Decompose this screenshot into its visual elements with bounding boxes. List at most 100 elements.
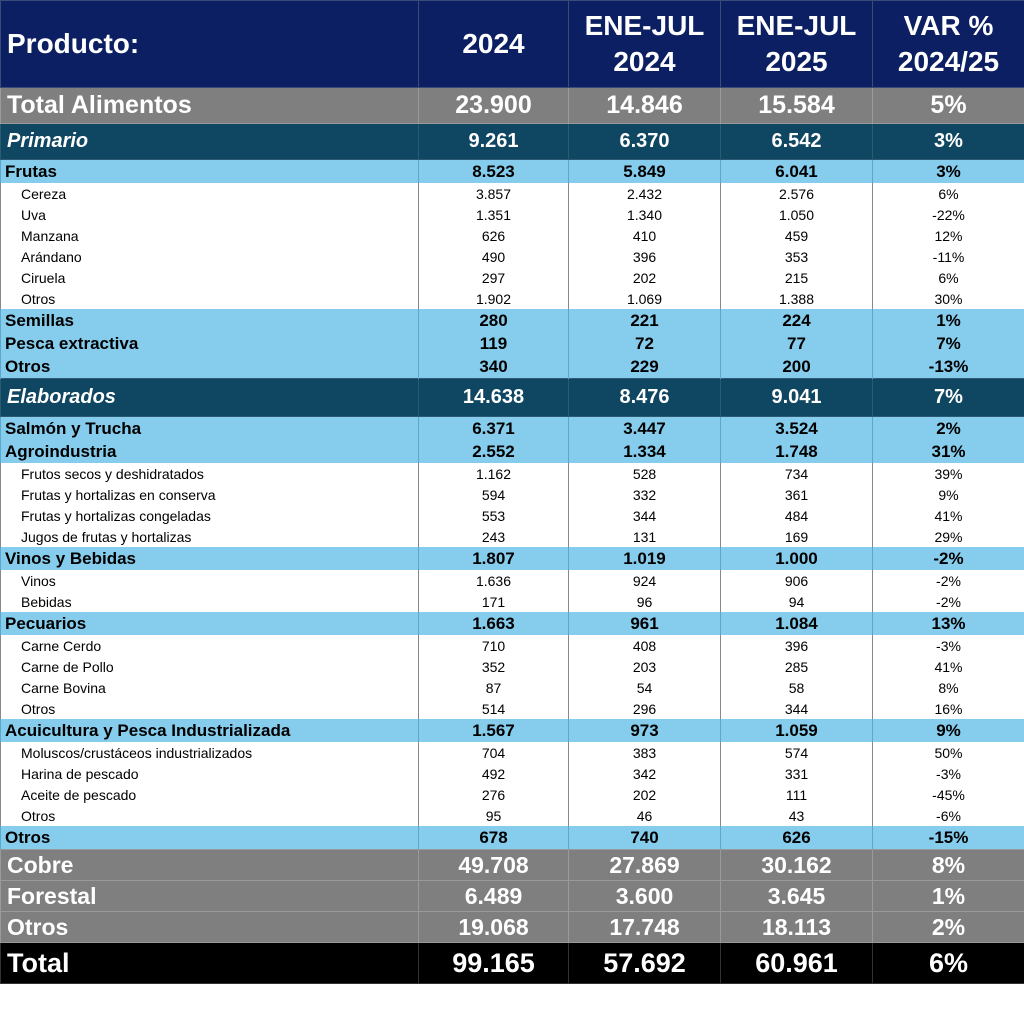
cell-2024: 119 bbox=[418, 332, 569, 355]
cell-var: 39% bbox=[872, 463, 1024, 484]
row-label: Forestal bbox=[0, 880, 419, 912]
cell-enejul-2025: 224 bbox=[720, 309, 873, 332]
group-row: Vinos y Bebidas 1.807 1.019 1.000 -2% bbox=[0, 547, 1024, 570]
row-label: Total Alimentos bbox=[0, 87, 419, 124]
cell-enejul-2024: 57.692 bbox=[568, 942, 721, 984]
cell-enejul-2024: 229 bbox=[568, 355, 721, 379]
item-row: Carne Cerdo 710 408 396 -3% bbox=[0, 635, 1024, 656]
cell-enejul-2025: 396 bbox=[720, 635, 873, 656]
row-label: Otros bbox=[0, 698, 419, 719]
cell-enejul-2024: 5.849 bbox=[568, 159, 721, 183]
cell-enejul-2025: 574 bbox=[720, 742, 873, 763]
cell-2024: 243 bbox=[418, 526, 569, 547]
cell-2024: 1.636 bbox=[418, 570, 569, 591]
row-label: Elaborados bbox=[0, 378, 419, 417]
cell-2024: 3.857 bbox=[418, 183, 569, 204]
cell-enejul-2025: 58 bbox=[720, 677, 873, 698]
cell-2024: 1.663 bbox=[418, 612, 569, 635]
cell-enejul-2025: 111 bbox=[720, 784, 873, 805]
cell-var: -15% bbox=[872, 826, 1024, 850]
header-enejul-2025-line2: 2025 bbox=[765, 46, 828, 77]
cell-enejul-2025: 9.041 bbox=[720, 378, 873, 417]
row-label: Otros bbox=[0, 355, 419, 379]
row-label: Otros bbox=[0, 911, 419, 943]
cell-var: -3% bbox=[872, 635, 1024, 656]
row-label: Frutas y hortalizas congeladas bbox=[0, 505, 419, 526]
cell-enejul-2024: 1.069 bbox=[568, 288, 721, 309]
cell-enejul-2024: 221 bbox=[568, 309, 721, 332]
grand-row: Total Alimentos 23.900 14.846 15.584 5% bbox=[0, 87, 1024, 124]
cell-2024: 704 bbox=[418, 742, 569, 763]
cell-enejul-2025: 734 bbox=[720, 463, 873, 484]
cell-enejul-2024: 332 bbox=[568, 484, 721, 505]
cell-enejul-2025: 1.084 bbox=[720, 612, 873, 635]
header-enejul-2024: ENE-JUL 2024 bbox=[568, 0, 721, 88]
row-label: Carne de Pollo bbox=[0, 656, 419, 677]
cell-var: -6% bbox=[872, 805, 1024, 826]
item-row: Ciruela 297 202 215 6% bbox=[0, 267, 1024, 288]
cell-enejul-2025: 43 bbox=[720, 805, 873, 826]
row-label: Pesca extractiva bbox=[0, 332, 419, 355]
cell-enejul-2024: 14.846 bbox=[568, 87, 721, 124]
cell-2024: 171 bbox=[418, 591, 569, 612]
row-label: Carne Bovina bbox=[0, 677, 419, 698]
row-label: Frutas bbox=[0, 159, 419, 183]
cell-var: -2% bbox=[872, 570, 1024, 591]
cell-enejul-2024: 396 bbox=[568, 246, 721, 267]
item-row: Frutas y hortalizas congeladas 553 344 484 4… bbox=[0, 505, 1024, 526]
cell-enejul-2024: 54 bbox=[568, 677, 721, 698]
cell-2024: 8.523 bbox=[418, 159, 569, 183]
cell-2024: 514 bbox=[418, 698, 569, 719]
cell-enejul-2024: 8.476 bbox=[568, 378, 721, 417]
header-enejul-2024-line2: 2024 bbox=[613, 46, 676, 77]
cell-enejul-2024: 961 bbox=[568, 612, 721, 635]
group-row: Semillas 280 221 224 1% bbox=[0, 309, 1024, 332]
row-label: Agroindustria bbox=[0, 440, 419, 463]
cell-var: 6% bbox=[872, 267, 1024, 288]
item-row: Otros 95 46 43 -6% bbox=[0, 805, 1024, 826]
cell-enejul-2025: 1.000 bbox=[720, 547, 873, 570]
row-label: Jugos de frutas y hortalizas bbox=[0, 526, 419, 547]
cell-2024: 23.900 bbox=[418, 87, 569, 124]
cell-2024: 340 bbox=[418, 355, 569, 379]
cell-enejul-2024: 1.340 bbox=[568, 204, 721, 225]
header-var: VAR % 2024/25 bbox=[872, 0, 1024, 88]
cell-2024: 553 bbox=[418, 505, 569, 526]
header-var-line1: VAR % bbox=[903, 10, 994, 41]
section-row: Elaborados 14.638 8.476 9.041 7% bbox=[0, 378, 1024, 417]
item-row: Carne Bovina 87 54 58 8% bbox=[0, 677, 1024, 698]
total-row: Total 99.165 57.692 60.961 6% bbox=[0, 942, 1024, 984]
cell-enejul-2025: 1.059 bbox=[720, 719, 873, 742]
item-row: Otros 1.902 1.069 1.388 30% bbox=[0, 288, 1024, 309]
item-row: Arándano 490 396 353 -11% bbox=[0, 246, 1024, 267]
group-row: Pecuarios 1.663 961 1.084 13% bbox=[0, 612, 1024, 635]
cell-enejul-2025: 285 bbox=[720, 656, 873, 677]
cell-2024: 99.165 bbox=[418, 942, 569, 984]
cell-enejul-2024: 3.447 bbox=[568, 416, 721, 440]
cell-var: 8% bbox=[872, 849, 1024, 881]
cell-enejul-2025: 361 bbox=[720, 484, 873, 505]
header-enejul-2024-line1: ENE-JUL bbox=[584, 10, 705, 41]
row-label: Salmón y Trucha bbox=[0, 416, 419, 440]
cell-var: 6% bbox=[872, 183, 1024, 204]
cell-enejul-2025: 30.162 bbox=[720, 849, 873, 881]
cell-2024: 1.902 bbox=[418, 288, 569, 309]
section-row: Primario 9.261 6.370 6.542 3% bbox=[0, 123, 1024, 160]
row-label: Vinos bbox=[0, 570, 419, 591]
commodity-row: Forestal 6.489 3.600 3.645 1% bbox=[0, 880, 1024, 912]
cell-var: 1% bbox=[872, 309, 1024, 332]
cell-enejul-2025: 169 bbox=[720, 526, 873, 547]
cell-enejul-2024: 408 bbox=[568, 635, 721, 656]
cell-2024: 2.552 bbox=[418, 440, 569, 463]
header-2024: 2024 bbox=[418, 0, 569, 88]
commodity-row: Otros 19.068 17.748 18.113 2% bbox=[0, 911, 1024, 943]
cell-var: 13% bbox=[872, 612, 1024, 635]
cell-2024: 280 bbox=[418, 309, 569, 332]
cell-enejul-2025: 215 bbox=[720, 267, 873, 288]
row-label: Ciruela bbox=[0, 267, 419, 288]
cell-enejul-2024: 131 bbox=[568, 526, 721, 547]
item-row: Bebidas 171 96 94 -2% bbox=[0, 591, 1024, 612]
group-row: Otros 340 229 200 -13% bbox=[0, 355, 1024, 379]
cell-2024: 710 bbox=[418, 635, 569, 656]
item-row: Frutos secos y deshidratados 1.162 528 734 3… bbox=[0, 463, 1024, 484]
